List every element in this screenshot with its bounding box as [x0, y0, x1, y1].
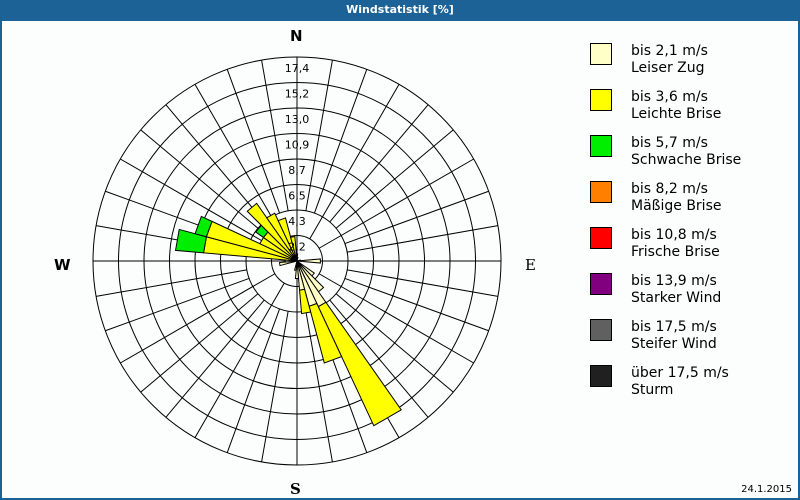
- compass-east-label: E: [525, 256, 536, 274]
- legend-label: Frische Brise: [631, 244, 720, 260]
- legend-label: Mäßige Brise: [631, 198, 722, 214]
- legend-swatch: [590, 181, 612, 203]
- compass-west-label: W: [54, 256, 71, 274]
- legend-label: Leichte Brise: [631, 106, 722, 122]
- svg-text:2,2: 2,2: [288, 241, 306, 254]
- svg-text:13,0: 13,0: [285, 113, 310, 126]
- legend-label: Steifer Wind: [631, 336, 717, 352]
- svg-text:17,4: 17,4: [285, 62, 310, 75]
- legend-range: bis 8,2 m/s: [631, 181, 708, 197]
- legend-swatch: [590, 365, 612, 387]
- legend-swatch: [590, 135, 612, 157]
- legend-swatch: [590, 227, 612, 249]
- legend-range: bis 10,8 m/s: [631, 227, 717, 243]
- legend-swatch: [590, 89, 612, 111]
- svg-text:10,9: 10,9: [285, 139, 310, 152]
- legend-range: über 17,5 m/s: [631, 365, 729, 381]
- legend-label: Starker Wind: [631, 290, 722, 306]
- legend-range: bis 3,6 m/s: [631, 89, 708, 105]
- legend-label: Schwache Brise: [631, 152, 742, 168]
- compass-north-label: N: [290, 27, 303, 45]
- legend-range: bis 13,9 m/s: [631, 273, 717, 289]
- legend-swatch: [590, 273, 612, 295]
- compass-south-label: S: [290, 480, 301, 498]
- svg-text:8,7: 8,7: [288, 164, 306, 177]
- svg-text:6,5: 6,5: [288, 190, 306, 203]
- window-title: Windstatistik [%]: [0, 0, 800, 21]
- legend-label: Leiser Zug: [631, 60, 705, 76]
- legend-range: bis 2,1 m/s: [631, 43, 708, 59]
- legend-label: Sturm: [631, 382, 674, 398]
- legend-swatch: [590, 43, 612, 65]
- legend-swatch: [590, 319, 612, 341]
- legend-range: bis 5,7 m/s: [631, 135, 708, 151]
- date-stamp: 24.1.2015: [741, 484, 792, 495]
- svg-text:4,3: 4,3: [288, 215, 306, 228]
- svg-text:15,2: 15,2: [285, 88, 310, 101]
- legend-range: bis 17,5 m/s: [631, 319, 717, 335]
